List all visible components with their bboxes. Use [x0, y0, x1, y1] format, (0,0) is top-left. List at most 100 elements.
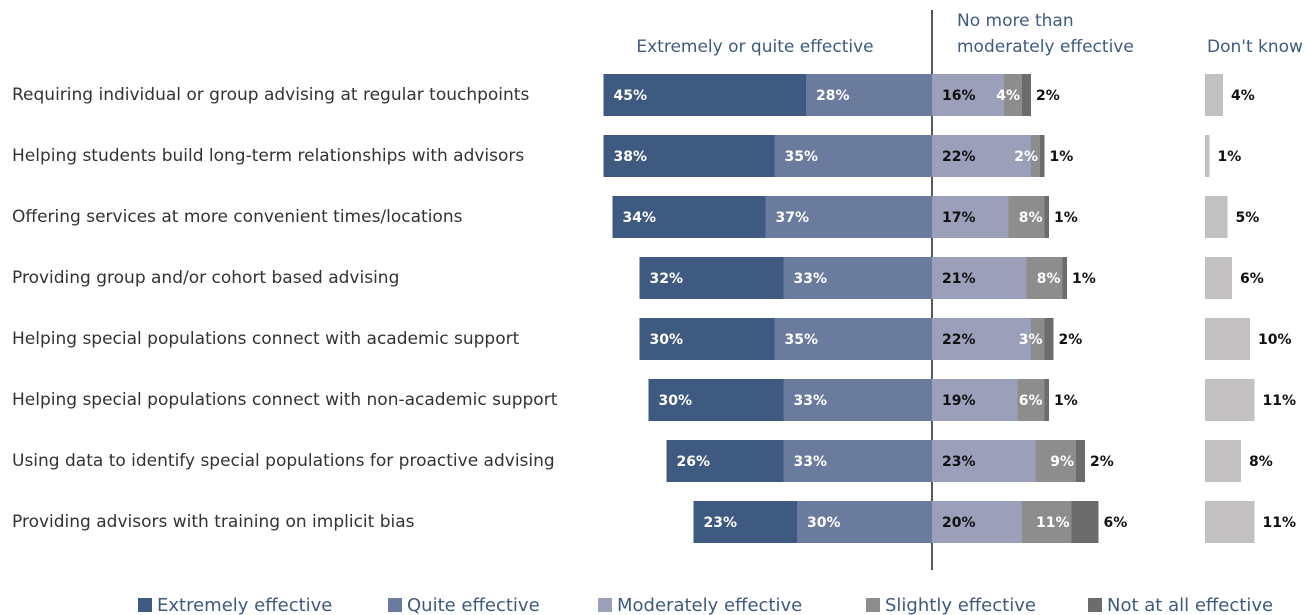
legend-swatch [598, 598, 612, 612]
legend-label: Moderately effective [617, 595, 802, 615]
category-label: Requiring individual or group advising a… [12, 85, 529, 105]
value-label: 2% [1090, 454, 1114, 470]
value-label: 4% [1231, 88, 1255, 104]
value-label: 30% [650, 332, 684, 348]
legend-label: Slightly effective [885, 595, 1036, 615]
bar-segment [774, 318, 932, 360]
bar-segment [1022, 74, 1031, 116]
value-label: 23% [942, 454, 976, 470]
value-label: 35% [785, 149, 819, 165]
legend-label: Extremely effective [157, 595, 332, 615]
value-label: 30% [659, 393, 693, 409]
legend-swatch [1088, 598, 1102, 612]
value-label: 1% [1054, 393, 1078, 409]
bar-segment [1004, 74, 1022, 116]
bar-segment [932, 379, 1018, 421]
bar-segment [932, 135, 1031, 177]
bar-segment [603, 135, 775, 177]
category-label: Providing group and/or cohort based advi… [12, 268, 399, 288]
bar-segment [1040, 135, 1045, 177]
value-label: 28% [816, 88, 850, 104]
dont-know-bar [1205, 257, 1232, 299]
dont-know-bar [1205, 196, 1228, 238]
bar-segment [1044, 379, 1049, 421]
bar-segment [806, 74, 932, 116]
value-label: 35% [785, 332, 819, 348]
legend-swatch [866, 598, 880, 612]
value-label: 9% [1050, 454, 1074, 470]
value-label: 3% [1019, 332, 1043, 348]
value-label: 33% [794, 271, 828, 287]
value-label: 16% [942, 88, 976, 104]
bar-segment [765, 196, 932, 238]
value-label: 11% [1263, 515, 1297, 531]
legend-swatch [388, 598, 402, 612]
value-label: 19% [942, 393, 976, 409]
value-label: 11% [1036, 515, 1070, 531]
value-label: 34% [623, 210, 657, 226]
bar-segment [1076, 440, 1085, 482]
bar-segment [932, 74, 1004, 116]
bar-segment [783, 440, 932, 482]
value-label: 5% [1236, 210, 1260, 226]
bar-segment [1022, 501, 1072, 543]
bar-segment [1071, 501, 1099, 543]
bar-segment [783, 257, 932, 299]
dont-know-bar [1205, 135, 1210, 177]
value-label: 2% [1059, 332, 1083, 348]
bar-segment [603, 74, 806, 116]
bar-segment [932, 196, 1009, 238]
bar-segment [1044, 318, 1054, 360]
value-label: 32% [650, 271, 684, 287]
bar-segment [797, 501, 932, 543]
bar-segment [932, 440, 1036, 482]
legend-label: Not at all effective [1107, 595, 1273, 615]
value-label: 8% [1037, 271, 1061, 287]
negative-header: No more than moderately effective [957, 11, 1134, 57]
value-label: 21% [942, 271, 976, 287]
value-label: 1% [1218, 149, 1242, 165]
bar-segment [1044, 196, 1049, 238]
value-label: 1% [1050, 149, 1074, 165]
bar-segment [1008, 196, 1045, 238]
bar-segment [1062, 257, 1067, 299]
category-label: Using data to identify special populatio… [12, 451, 555, 471]
value-label: 33% [794, 393, 828, 409]
value-label: 1% [1072, 271, 1096, 287]
value-label: 11% [1263, 393, 1297, 409]
value-label: 2% [1014, 149, 1038, 165]
value-label: 10% [1258, 332, 1292, 348]
value-label: 38% [614, 149, 648, 165]
value-label: 20% [942, 515, 976, 531]
dont-know-header: Don't know [1207, 37, 1303, 57]
value-label: 30% [807, 515, 841, 531]
bar-segment [639, 318, 775, 360]
value-label: 6% [1104, 515, 1128, 531]
value-label: 8% [1249, 454, 1273, 470]
bar-segment [639, 257, 784, 299]
bar-segment [1035, 440, 1076, 482]
value-label: 37% [776, 210, 810, 226]
bar-segment [648, 379, 784, 421]
bar-segment [666, 440, 784, 482]
value-label: 1% [1054, 210, 1078, 226]
bar-segment [612, 196, 766, 238]
value-label: 22% [942, 149, 976, 165]
value-label: 4% [996, 88, 1020, 104]
dont-know-bar [1205, 379, 1255, 421]
value-label: 33% [794, 454, 828, 470]
value-label: 6% [1019, 393, 1043, 409]
value-label: 2% [1036, 88, 1060, 104]
bar-segment [932, 318, 1031, 360]
positive-header: Extremely or quite effective [636, 37, 874, 57]
bar-segment [932, 501, 1022, 543]
bar-segment [1031, 318, 1045, 360]
value-label: 23% [704, 515, 738, 531]
legend-swatch [138, 598, 152, 612]
bar-segment [932, 257, 1027, 299]
bar-segment [1017, 379, 1045, 421]
bar-segment [783, 379, 932, 421]
dont-know-bar [1205, 74, 1223, 116]
